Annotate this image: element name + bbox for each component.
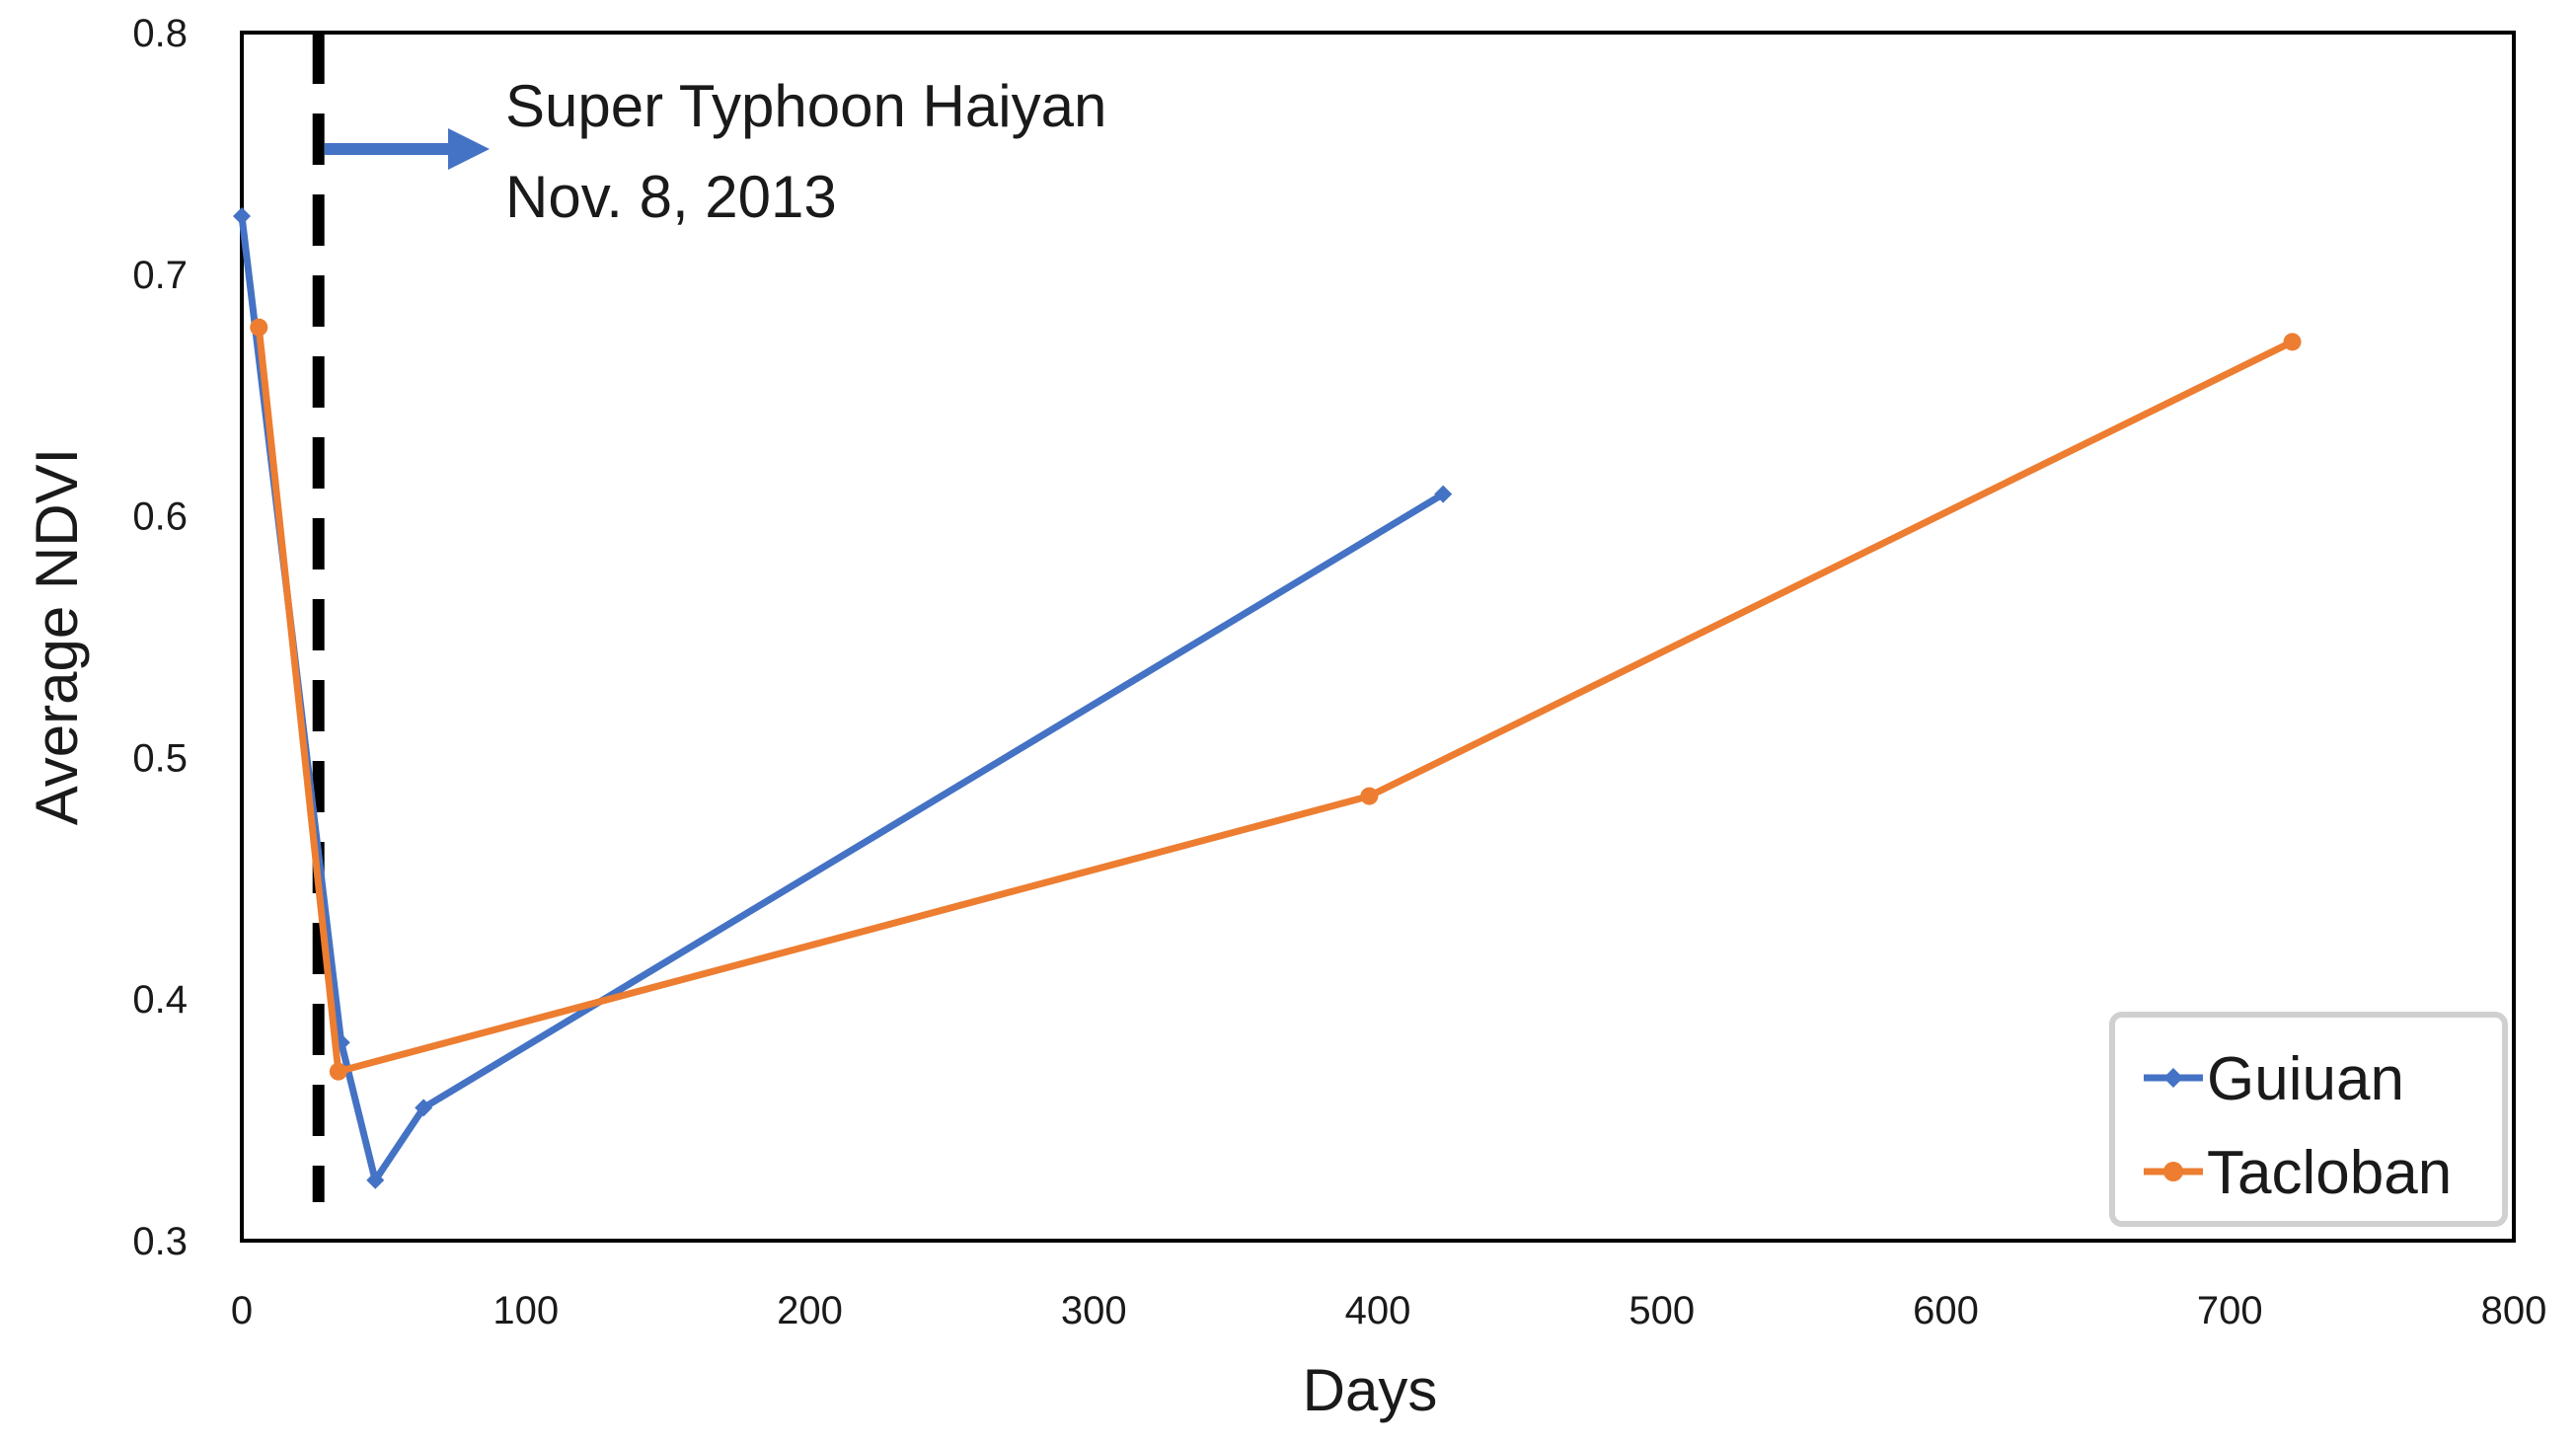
- x-tick-label: 600: [1913, 1289, 1979, 1332]
- x-tick-label: 200: [777, 1289, 843, 1332]
- y-tick-label: 0.8: [132, 12, 188, 55]
- data-point-guiuan: [415, 1099, 433, 1117]
- x-tick-label: 800: [2481, 1289, 2547, 1332]
- x-tick-label: 0: [231, 1289, 253, 1332]
- x-tick-label: 300: [1061, 1289, 1127, 1332]
- series-layer: [233, 207, 2302, 1189]
- series-line-guiuan: [238, 215, 1446, 1184]
- data-point-guiuan: [233, 207, 251, 226]
- series-line-tacloban: [255, 327, 2295, 1076]
- data-point-tacloban: [329, 1062, 347, 1081]
- data-point-tacloban: [2283, 333, 2302, 351]
- x-axis-title: Days: [1303, 1357, 1438, 1423]
- event-date: Nov. 8, 2013: [505, 164, 837, 230]
- event-annotation: Super Typhoon Haiyan Nov. 8, 2013: [312, 33, 1106, 1202]
- y-axis-ticks: 0.3 0.4 0.5 0.6 0.7 0.8: [132, 12, 188, 1263]
- plot-area-frame: [240, 31, 2516, 1243]
- arrow-right-icon: [448, 128, 490, 170]
- legend: Guiuan Tacloban: [2109, 1012, 2508, 1227]
- data-point-guiuan: [1434, 485, 1453, 503]
- y-tick-label: 0.7: [132, 254, 188, 297]
- x-axis-ticks: 0 100 200 300 400 500 600 700 800: [231, 1289, 2547, 1332]
- y-axis-title: Average NDVI: [24, 448, 90, 825]
- legend-marker-guiuan: [2163, 1068, 2183, 1088]
- y-tick-label: 0.6: [132, 495, 188, 539]
- x-tick-label: 400: [1345, 1289, 1411, 1332]
- legend-label-tacloban: Tacloban: [2207, 1139, 2452, 1207]
- x-tick-label: 500: [1629, 1289, 1695, 1332]
- legend-marker-tacloban: [2163, 1162, 2183, 1181]
- data-point-tacloban: [1360, 787, 1379, 805]
- legend-label-guiuan: Guiuan: [2207, 1045, 2404, 1113]
- x-tick-label: 100: [492, 1289, 559, 1332]
- event-title: Super Typhoon Haiyan: [505, 73, 1106, 139]
- x-tick-label: 700: [2197, 1289, 2263, 1332]
- y-tick-label: 0.4: [132, 978, 188, 1022]
- data-point-guiuan: [366, 1171, 385, 1189]
- data-point-tacloban: [250, 318, 268, 337]
- legend-box: [2109, 1012, 2508, 1227]
- y-tick-label: 0.3: [132, 1220, 188, 1263]
- y-tick-label: 0.5: [132, 736, 188, 780]
